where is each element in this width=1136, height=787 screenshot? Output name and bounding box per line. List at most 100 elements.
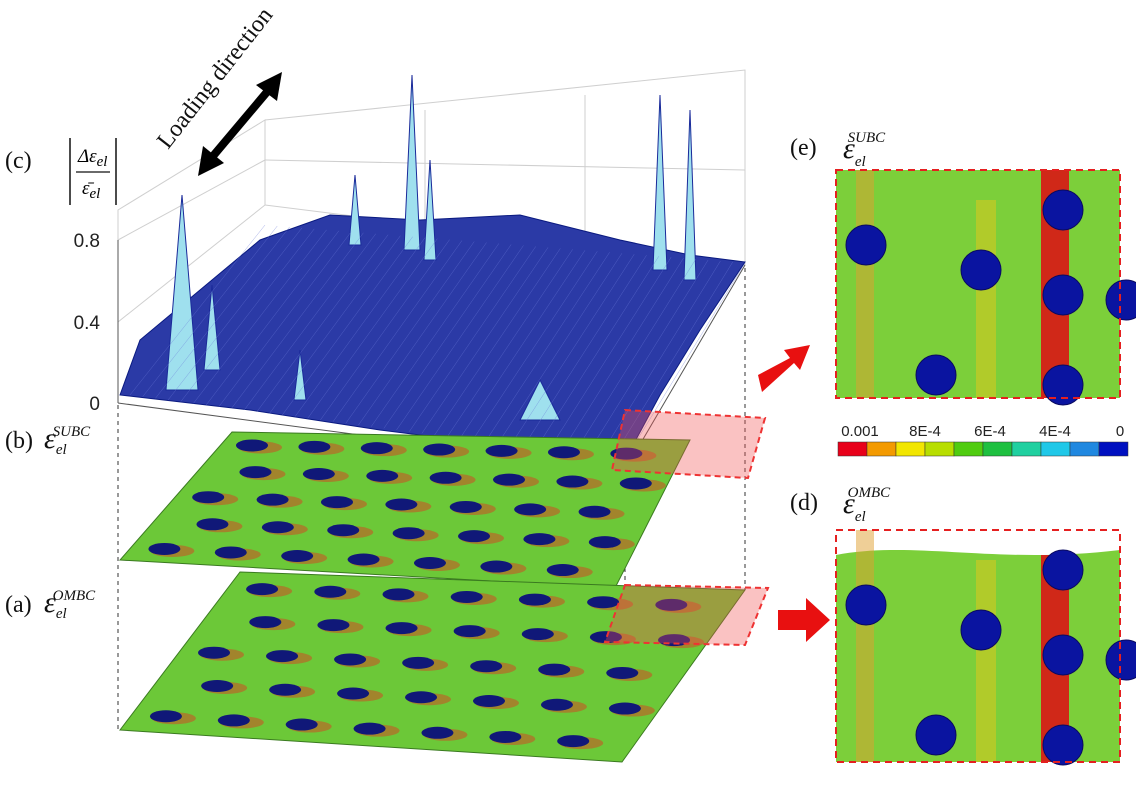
inclusion <box>317 619 349 631</box>
subscript: el <box>56 606 67 622</box>
strain-band <box>856 530 874 762</box>
inclusion <box>236 439 268 451</box>
z-tick-label: 0.4 <box>74 313 101 334</box>
inclusion <box>450 501 482 513</box>
superscript: OMBC <box>53 588 96 604</box>
colorbar-segment <box>1041 442 1070 456</box>
numerator-subscript: el <box>97 154 108 170</box>
inclusion <box>1043 635 1083 675</box>
strain-band <box>976 200 996 398</box>
zoom-ombc <box>836 530 1136 765</box>
subscript: el <box>855 154 866 170</box>
inclusion <box>609 703 641 715</box>
inclusion <box>470 660 502 672</box>
inclusion <box>961 250 1001 290</box>
inclusion <box>266 650 298 662</box>
inclusion <box>286 719 318 731</box>
colorbar-segment <box>1070 442 1099 456</box>
inclusion <box>337 687 369 699</box>
inclusion <box>480 561 512 573</box>
peak <box>684 110 696 280</box>
colorbar-segment <box>896 442 925 456</box>
colorbar-segment <box>1099 442 1128 456</box>
inclusion <box>493 474 525 486</box>
inclusion <box>150 710 182 722</box>
inclusion <box>421 727 453 739</box>
arrow <box>778 598 830 642</box>
inclusion <box>196 518 228 530</box>
subscript: el <box>56 442 67 458</box>
colorbar-segment <box>838 442 867 456</box>
inclusion <box>589 536 621 548</box>
inclusion <box>430 472 462 484</box>
denominator-subscript: el <box>90 186 101 202</box>
panel-label: (d) <box>790 490 818 516</box>
inclusion <box>606 667 638 679</box>
inclusion <box>393 527 425 539</box>
symbol: εelOMBC <box>843 485 891 525</box>
peak <box>349 175 361 245</box>
inclusion <box>334 653 366 665</box>
inclusion <box>402 657 434 669</box>
inclusion <box>556 476 588 488</box>
inclusion <box>547 564 579 576</box>
inclusion <box>414 557 446 569</box>
inclusion <box>423 444 455 456</box>
inclusion <box>454 625 486 637</box>
inclusion <box>519 594 551 606</box>
panel-label: (b) <box>5 428 33 454</box>
inclusion <box>386 622 418 634</box>
superscript: OMBC <box>848 485 891 501</box>
inclusion <box>354 723 386 735</box>
inclusion <box>548 446 580 458</box>
colorbar-label: 4E-4 <box>1039 423 1071 440</box>
inclusion <box>916 715 956 755</box>
inclusion <box>473 695 505 707</box>
superscript: SUBC <box>848 130 886 146</box>
denominator: ε̄el <box>82 178 100 202</box>
colorbar-segment <box>867 442 896 456</box>
inclusion <box>523 533 555 545</box>
inclusion <box>405 691 437 703</box>
peak <box>653 95 667 270</box>
inclusion <box>916 355 956 395</box>
colorbar-label: 0 <box>1116 423 1124 440</box>
inclusion <box>1043 725 1083 765</box>
inclusion <box>192 491 224 503</box>
inclusion <box>1043 550 1083 590</box>
symbol: εelSUBC <box>44 422 91 458</box>
inclusion <box>620 477 652 489</box>
inclusion <box>249 616 281 628</box>
colorbar-segment <box>925 442 954 456</box>
inclusion <box>321 496 353 508</box>
symbol: εelOMBC <box>44 586 96 622</box>
inclusion <box>148 543 180 555</box>
panel-label: (c) <box>5 148 32 174</box>
inclusion <box>541 699 573 711</box>
inclusion <box>514 503 546 515</box>
inclusion <box>314 586 346 598</box>
inclusion <box>246 583 278 595</box>
colorbar-label: 6E-4 <box>974 423 1006 440</box>
symbol: εelSUBC <box>843 130 886 170</box>
colorbar-segment <box>1012 442 1041 456</box>
panel-label: (a) <box>5 592 32 618</box>
inclusion <box>451 591 483 603</box>
inclusion <box>1043 190 1083 230</box>
strain-band <box>976 560 996 762</box>
inclusion <box>846 225 886 265</box>
z-tick-label: 0 <box>89 394 100 415</box>
zoom-region <box>605 585 768 645</box>
inclusion <box>486 445 518 457</box>
inclusion <box>961 610 1001 650</box>
inclusion <box>215 546 247 558</box>
inclusion <box>846 585 886 625</box>
zoom-subc <box>836 170 1136 405</box>
colorbar-segment <box>954 442 983 456</box>
arrow <box>758 345 810 392</box>
inclusion <box>201 680 233 692</box>
inclusion <box>522 628 554 640</box>
inclusion <box>269 684 301 696</box>
inclusion <box>489 731 521 743</box>
